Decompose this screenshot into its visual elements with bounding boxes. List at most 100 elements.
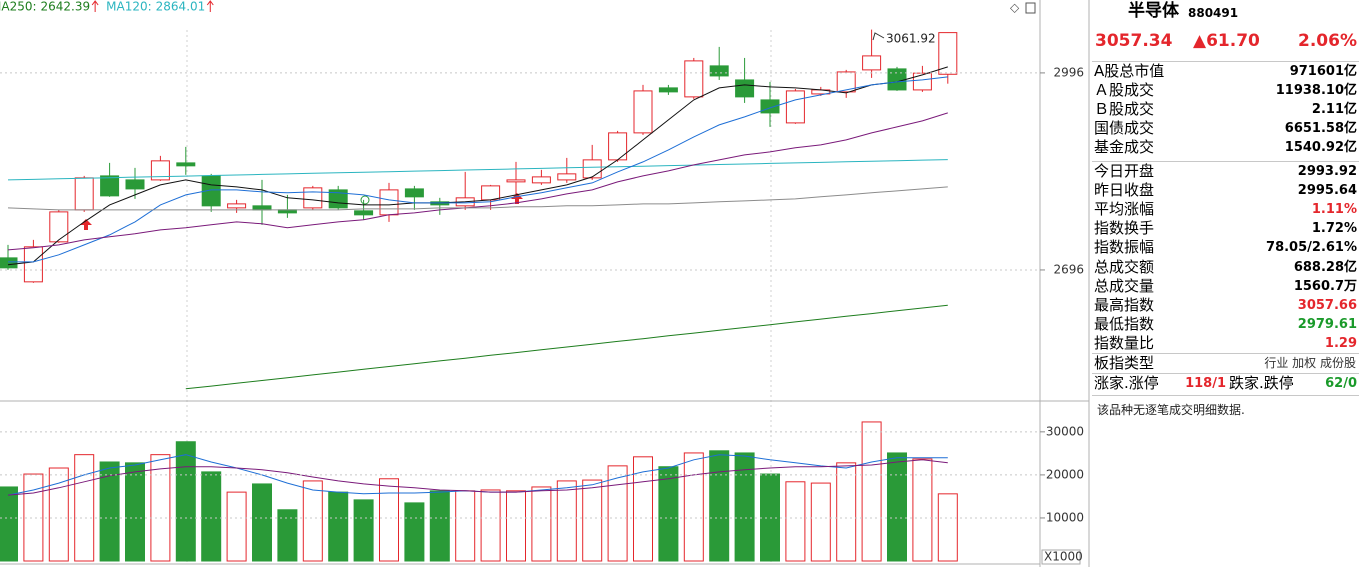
volume-bar [175,441,196,562]
row-value: 971601亿 [1289,64,1357,79]
candle-body [633,90,653,134]
divider [1092,161,1359,162]
volume-bar [0,486,18,562]
row-label: 指数量比 [1094,333,1155,352]
candle-body [354,210,374,216]
ma-line [7,186,948,211]
legend-value: 2642.39 [41,0,91,14]
divider [1092,353,1359,354]
row-label: 指数换手 [1094,219,1155,238]
volume-bar [582,479,603,562]
candle-body [735,79,755,98]
volume-bar [302,480,323,562]
row-value: 1.11% [1311,202,1357,218]
row-label: 总成交量 [1094,276,1155,295]
change: ▲61.70 [1193,31,1260,51]
y-tick-label: 2996 [1053,65,1084,79]
candle-body [557,173,577,181]
ma-line [7,112,948,251]
ma-line [7,66,948,266]
volume-bar [937,493,958,562]
ma-line [185,304,948,390]
row-label: A股总市值 [1094,62,1165,80]
volume-bar [74,454,95,562]
type-value: 行业 加权 成份股 [1264,356,1356,370]
volume-bar [683,452,704,562]
row-value: 1540.92亿 [1284,140,1357,156]
change-pct: 2.06% [1298,31,1357,51]
candle-body [862,55,882,71]
row-label: 总成交额 [1094,257,1155,276]
candle-body [404,188,424,198]
volume-bar [506,490,526,562]
row-label: Ｂ股成交 [1094,100,1155,119]
volume-bar [277,509,298,562]
candle-body [506,179,526,183]
volume-bar [379,478,399,562]
volume-bar [23,473,44,562]
row-label: 最低指数 [1094,314,1155,333]
volume-bar [125,462,145,562]
ma-line [7,459,948,496]
row-label: 指数振幅 [1094,238,1155,257]
row-label: 平均涨幅 [1094,200,1155,219]
candle-body [252,205,272,211]
unit-label: X1000 [1044,550,1083,564]
volume-bar [480,489,501,562]
down-value: 62/0 [1325,376,1357,391]
row-label: 涨家.涨停 [1094,374,1159,392]
candle-body [23,246,43,283]
row-value: 6651.58亿 [1284,121,1357,137]
annotation-arrow [872,32,885,41]
candle-body [379,189,399,216]
legend-arrow [91,0,99,12]
volume-bar [836,462,857,562]
row-label: 基金成交 [1094,138,1155,157]
legend-arrow [206,0,214,12]
ma-line [7,159,948,181]
volume-bar [99,461,120,562]
row-label: 昨日收盘 [1094,181,1155,200]
candle-body [481,185,501,201]
legend-value: 2864.01 [156,0,206,14]
candle-body [74,177,94,211]
y-tick-label: 30000 [1046,424,1084,438]
candle-body [836,71,856,93]
icon-window[interactable] [1025,2,1036,14]
signal-circle [360,195,370,205]
row-value: 2993.92 [1297,164,1357,179]
volume-bar [353,499,374,562]
candle-body [531,176,551,184]
volume-bar [912,458,933,562]
row-label: Ａ股成交 [1094,81,1155,100]
panel-code: 880491 [1188,6,1239,20]
candle-body [0,257,18,269]
volume-bar [556,480,577,562]
up-value: 118/1 [1185,376,1226,391]
row-label: 最高指数 [1094,295,1155,314]
chart: ◇ 3061.92 X1000 2696 2996 10000 20000 30000 M… [0,0,1090,567]
candle-body [912,72,932,91]
candle-body [150,160,170,181]
candle-body [658,87,678,93]
volume-bar [658,466,679,562]
row-value: 2979.61 [1297,316,1357,332]
row-value: 3057.66 [1297,297,1357,313]
volume-bar [226,491,247,562]
unit-box [1041,549,1081,565]
row-value: 78.05/2.61% [1266,240,1357,256]
volume-bar [887,452,907,562]
buy-signal [511,193,523,204]
icon-diamond[interactable]: ◇ [1010,1,1020,15]
row-value: 1.72% [1311,221,1357,237]
volume-bar [709,450,730,562]
candle-body [176,162,196,167]
divider [1092,61,1359,62]
candle-body [684,60,704,98]
panel-title: 半导体 [1128,1,1179,21]
volume-bar [734,452,755,562]
volume-bar [455,490,476,562]
volume-bar [633,456,653,562]
candle-body [49,211,69,243]
y-tick-label: 2696 [1053,262,1084,276]
